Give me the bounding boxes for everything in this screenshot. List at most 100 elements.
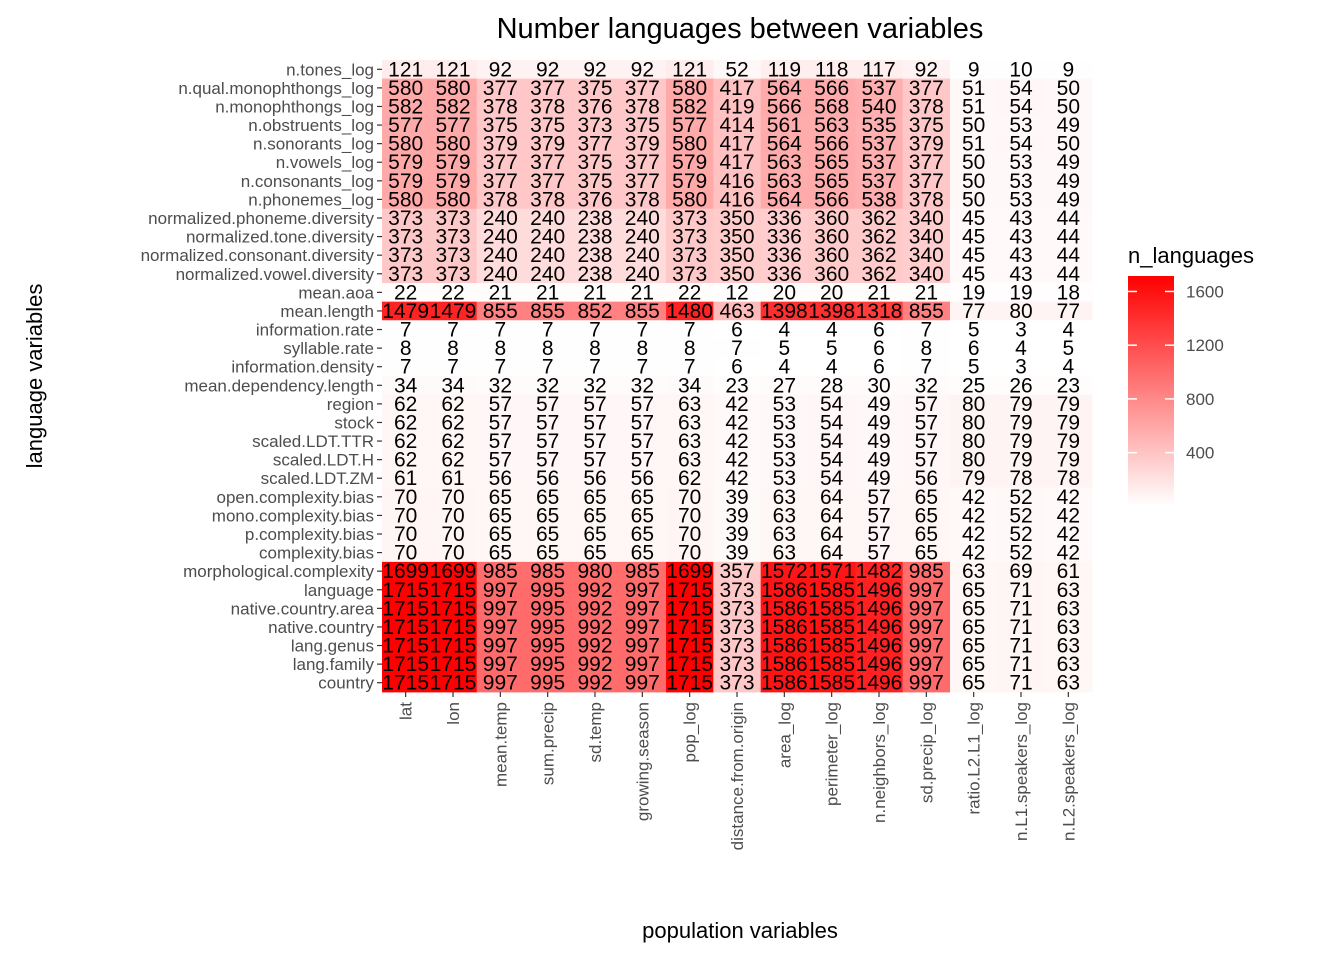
heatmap-cell: [902, 134, 951, 154]
heatmap-cell: [571, 468, 620, 488]
cell-value-label: 1586: [761, 672, 808, 695]
heatmap-cell: [997, 599, 1046, 619]
cell-value-label: 855: [909, 300, 944, 323]
heatmap-cell: [902, 227, 951, 247]
heatmap-cell: [997, 208, 1046, 228]
heatmap-cell: [760, 208, 809, 228]
cell-value-label: 57: [631, 393, 654, 416]
cell-value-label: 997: [625, 616, 660, 639]
cell-value-label: 63: [773, 542, 796, 565]
heatmap-cell: [618, 487, 667, 507]
cell-value-label: 7: [589, 356, 601, 379]
heatmap-cell: [950, 245, 998, 265]
cell-value-label: 997: [909, 635, 944, 658]
cell-value-label: 580: [672, 77, 707, 100]
cell-value-label: 240: [483, 207, 518, 230]
heatmap-cell: [382, 450, 430, 470]
heatmap-cell: [760, 78, 809, 98]
cell-value-label: 32: [631, 374, 654, 397]
heatmap-cell: [950, 134, 998, 154]
cell-value-label: 53: [773, 467, 796, 490]
heatmap-cell: [666, 171, 714, 191]
heatmap-cell: [902, 97, 951, 117]
heatmap-cell: [476, 673, 525, 693]
heatmap-cell: [666, 543, 714, 563]
heatmap-cell: [618, 654, 667, 674]
cell-value-label: 7: [494, 356, 506, 379]
heatmap-cell: [476, 561, 525, 581]
cell-value-label: 238: [577, 263, 612, 286]
cell-value-label: 63: [678, 393, 701, 416]
legend-ticks: 400 800 1200 1600: [1128, 282, 1224, 463]
cell-value-label: 980: [577, 560, 612, 583]
heatmap-cell: [950, 301, 998, 321]
heatmap-cell: [760, 468, 809, 488]
cell-value-label: 1715: [382, 579, 429, 602]
heatmap-cell: [429, 376, 478, 395]
heatmap-cell: [429, 524, 478, 544]
cell-value-label: 1715: [430, 635, 477, 658]
heatmap-cell: [571, 673, 620, 693]
cell-value-label: 377: [483, 170, 518, 193]
cell-value-label: 9: [1062, 58, 1074, 81]
cell-value-label: 23: [725, 374, 748, 397]
x-tick-label: pop_log: [681, 702, 700, 763]
cell-value-label: 336: [767, 244, 802, 267]
cell-value-label: 375: [909, 114, 944, 137]
cell-value-label: 580: [435, 133, 470, 156]
cell-value-label: 92: [631, 58, 654, 81]
heatmap-cell: [997, 245, 1046, 265]
heatmap-cell: [997, 580, 1046, 600]
heatmap-cell: [808, 654, 856, 674]
heatmap-cell: [713, 320, 762, 340]
cell-value-label: 373: [435, 207, 470, 230]
cell-value-label: 49: [867, 430, 890, 453]
cell-value-label: 52: [1009, 523, 1032, 546]
heatmap-cell: [618, 357, 667, 377]
heatmap-cell: [666, 394, 714, 414]
cell-value-label: 64: [820, 523, 844, 546]
heatmap-cell: [666, 283, 714, 303]
heatmap-cell: [382, 171, 430, 191]
heatmap-cell: [997, 561, 1046, 581]
cell-value-label: 80: [1009, 300, 1032, 323]
heatmap-cell: [950, 431, 998, 451]
x-tick-label: ratio.L2.L1_log: [965, 702, 984, 814]
heatmap-cell: [1044, 97, 1093, 117]
heatmap-cell: [382, 357, 430, 377]
heatmap-cell: [855, 468, 904, 488]
cell-value-label: 377: [625, 151, 660, 174]
heatmap-cell: [902, 450, 951, 470]
cell-value-label: 564: [767, 133, 802, 156]
cell-value-label: 63: [1057, 635, 1080, 658]
cell-value-label: 65: [962, 672, 985, 695]
heatmap-cell: [429, 320, 478, 340]
cell-value-label: 70: [394, 542, 417, 565]
heatmap-cell: [1044, 580, 1093, 600]
heatmap-cell: [571, 580, 620, 600]
cell-value-label: 45: [962, 263, 985, 286]
heatmap-cell: [429, 487, 478, 507]
y-tick-label: information.rate: [256, 321, 374, 340]
cell-value-label: 53: [773, 411, 796, 434]
heatmap-cell: [666, 264, 714, 284]
heatmap-cell: [382, 506, 430, 526]
cell-value-label: 34: [394, 374, 418, 397]
cell-value-label: 568: [814, 95, 849, 118]
heatmap-cell: [524, 376, 572, 395]
cell-value-label: 63: [1057, 597, 1080, 620]
cell-value-label: 6: [873, 319, 885, 342]
cell-value-label: 92: [583, 58, 606, 81]
heatmap-cell: [808, 60, 856, 79]
heatmap-cell: [855, 636, 904, 656]
cell-value-label: 65: [631, 504, 654, 527]
cell-value-label: 53: [1009, 151, 1032, 174]
cell-value-label: 57: [489, 393, 512, 416]
cell-value-label: 49: [1057, 170, 1080, 193]
cell-value-label: 7: [920, 356, 932, 379]
cell-value-label: 579: [672, 170, 707, 193]
heatmap-cell: [429, 78, 478, 98]
cell-value-label: 995: [530, 597, 565, 620]
cell-value-label: 375: [625, 114, 660, 137]
cell-value-label: 62: [394, 449, 417, 472]
